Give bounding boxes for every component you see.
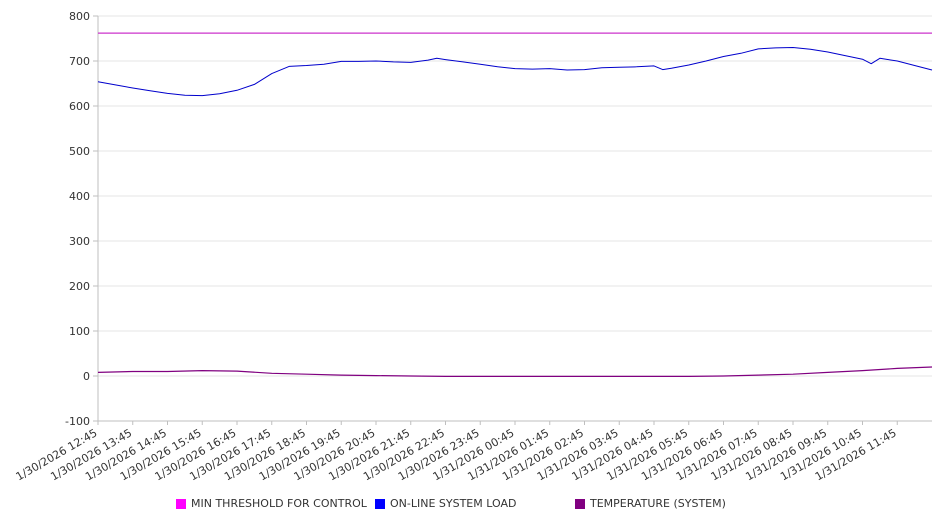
y-axis-ticks: 800 700 600 500 400 300 200 100 0 -100 <box>65 10 90 428</box>
legend-swatch-system-load <box>375 498 385 509</box>
chart-series <box>97 32 933 377</box>
legend-item-min-threshold: MIN THRESHOLD FOR CONTROL <box>176 497 367 510</box>
legend-item-system-load: ON-LINE SYSTEM LOAD <box>375 497 516 510</box>
y-tick-label: 300 <box>69 235 90 248</box>
legend-label-system-load: ON-LINE SYSTEM LOAD <box>390 497 517 510</box>
y-tick-label: 700 <box>69 55 90 68</box>
chart-legend: MIN THRESHOLD FOR CONTROL ON-LINE SYSTEM… <box>0 497 946 515</box>
y-tick-label: -100 <box>65 415 90 428</box>
legend-label-temperature: TEMPERATURE (SYSTEM) <box>590 497 726 510</box>
legend-label-min-threshold: MIN THRESHOLD FOR CONTROL <box>191 497 367 510</box>
y-tick-label: 600 <box>69 100 90 113</box>
y-tick-label: 500 <box>69 145 90 158</box>
y-tick-label: 400 <box>69 190 90 203</box>
series-line-temperature <box>97 366 933 377</box>
y-tick-label: 100 <box>69 325 90 338</box>
legend-swatch-min-threshold <box>176 498 186 509</box>
y-tick-label: 200 <box>69 280 90 293</box>
series-line-system-load <box>97 47 933 97</box>
legend-item-temperature: TEMPERATURE (SYSTEM) <box>575 497 726 510</box>
chart-grid <box>98 15 932 422</box>
legend-swatch-temperature <box>575 498 585 509</box>
chart-axes <box>93 15 932 425</box>
y-tick-label: 0 <box>83 370 90 383</box>
x-axis-ticks: 1/30/2026 12:451/30/2026 13:451/30/2026 … <box>14 426 899 483</box>
y-tick-label: 800 <box>69 10 90 23</box>
